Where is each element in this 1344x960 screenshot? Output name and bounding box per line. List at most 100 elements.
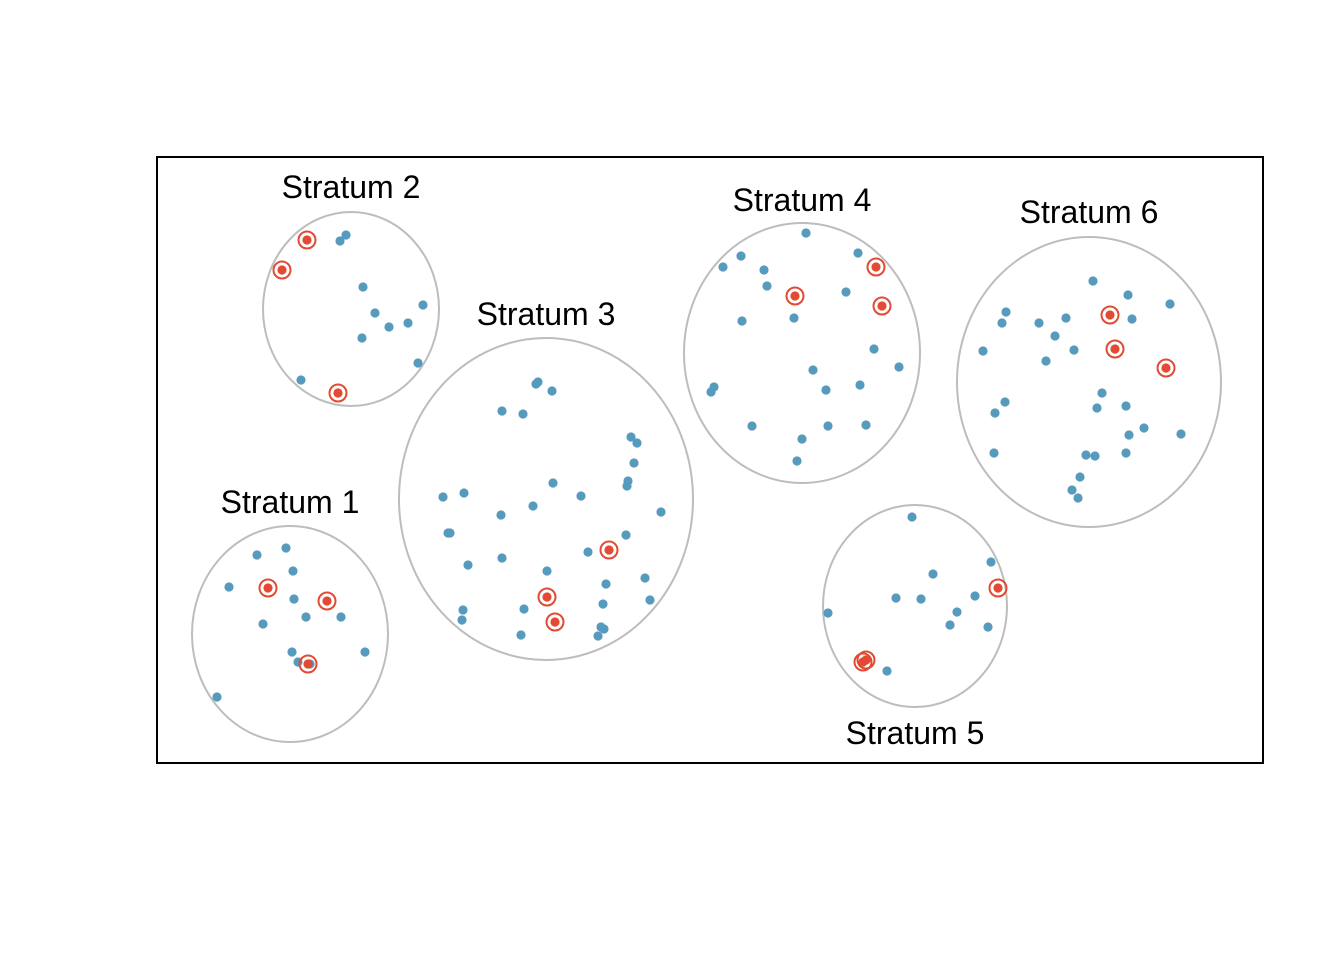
population-point	[438, 492, 448, 502]
sampled-point	[872, 296, 892, 316]
population-point	[528, 501, 538, 511]
population-point	[952, 607, 962, 617]
population-point	[212, 692, 222, 702]
population-point	[547, 386, 557, 396]
population-point	[531, 379, 541, 389]
population-point	[789, 313, 799, 323]
sampled-point	[866, 257, 886, 277]
population-point	[629, 458, 639, 468]
population-point	[457, 615, 467, 625]
population-point	[288, 566, 298, 576]
population-point	[997, 318, 1007, 328]
population-point	[970, 591, 980, 601]
population-point	[516, 630, 526, 640]
stratum-6-label: Stratum 6	[1020, 194, 1159, 230]
population-point	[736, 251, 746, 261]
population-point	[458, 605, 468, 615]
population-point	[360, 647, 370, 657]
population-point	[358, 282, 368, 292]
stratum-5-boundary	[822, 504, 1008, 708]
population-point	[808, 365, 818, 375]
stratum-1	[191, 525, 389, 743]
population-point	[497, 553, 507, 563]
population-point	[287, 647, 297, 657]
population-point	[357, 333, 367, 343]
population-point	[1165, 299, 1175, 309]
population-point	[882, 666, 892, 676]
population-point	[626, 432, 636, 442]
stratum-3	[398, 337, 694, 661]
population-point	[621, 530, 631, 540]
stratum-5-label: Stratum 5	[846, 715, 985, 751]
population-point	[336, 612, 346, 622]
population-point	[990, 408, 1000, 418]
population-point	[759, 265, 769, 275]
population-point	[599, 624, 609, 634]
population-point	[601, 579, 611, 589]
population-point	[445, 528, 455, 538]
sampled-point	[258, 578, 278, 598]
sampled-point	[1105, 339, 1125, 359]
stratum-2	[262, 211, 440, 407]
population-point	[645, 595, 655, 605]
population-point	[983, 622, 993, 632]
stratum-5	[822, 504, 1008, 708]
population-point	[576, 491, 586, 501]
population-point	[706, 387, 716, 397]
stratum-4-boundary	[683, 222, 921, 484]
population-point	[1139, 423, 1149, 433]
population-point	[418, 300, 428, 310]
population-point	[1092, 403, 1102, 413]
population-point	[632, 438, 642, 448]
population-point	[459, 488, 469, 498]
population-point	[496, 510, 506, 520]
population-point	[861, 420, 871, 430]
population-point	[413, 358, 423, 368]
stratum-3-label: Stratum 3	[477, 296, 616, 332]
population-point	[762, 281, 772, 291]
sampled-point	[1156, 358, 1176, 378]
population-point	[1061, 313, 1071, 323]
stratum-2-label: Stratum 2	[282, 169, 421, 205]
population-point	[1176, 429, 1186, 439]
population-point	[1121, 401, 1131, 411]
stratum-3-boundary	[398, 337, 694, 661]
population-point	[519, 604, 529, 614]
population-point	[916, 594, 926, 604]
population-point	[1075, 472, 1085, 482]
population-point	[894, 362, 904, 372]
population-point	[335, 236, 345, 246]
population-point	[289, 594, 299, 604]
population-point	[593, 631, 603, 641]
population-point	[1090, 451, 1100, 461]
population-point	[497, 406, 507, 416]
population-point	[907, 512, 917, 522]
population-point	[542, 566, 552, 576]
sampled-point	[272, 260, 292, 280]
population-point	[1050, 331, 1060, 341]
population-point	[1041, 356, 1051, 366]
population-point	[853, 248, 863, 258]
sampled-point	[853, 652, 873, 672]
population-point	[891, 593, 901, 603]
population-point	[656, 507, 666, 517]
population-point	[1069, 345, 1079, 355]
population-point	[945, 620, 955, 630]
sampled-point	[297, 230, 317, 250]
population-point	[1127, 314, 1137, 324]
population-point	[1067, 485, 1077, 495]
population-point	[737, 316, 747, 326]
sampled-point	[1100, 305, 1120, 325]
population-point	[640, 573, 650, 583]
sampled-point	[328, 383, 348, 403]
population-point	[1121, 448, 1131, 458]
sampled-point	[298, 654, 318, 674]
population-point	[403, 318, 413, 328]
population-point	[258, 619, 268, 629]
population-point	[1097, 388, 1107, 398]
population-point	[224, 582, 234, 592]
population-point	[1124, 430, 1134, 440]
population-point	[384, 322, 394, 332]
population-point	[989, 448, 999, 458]
